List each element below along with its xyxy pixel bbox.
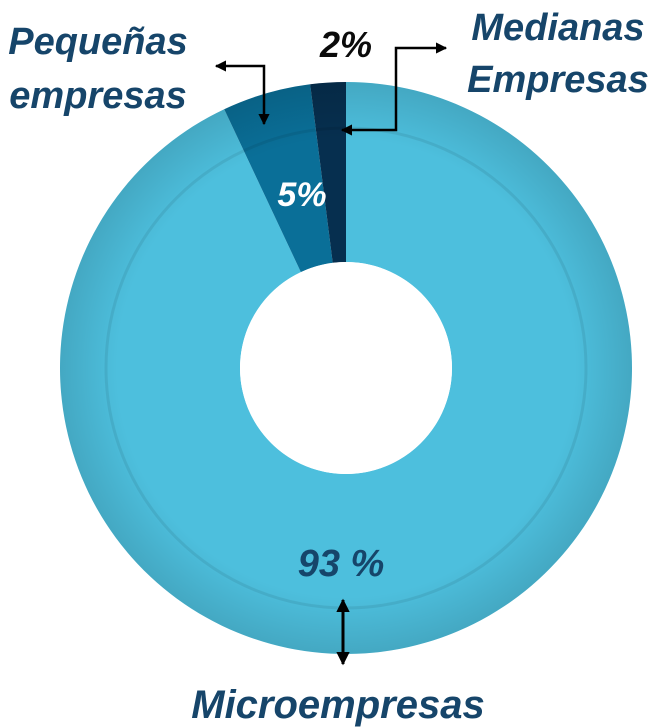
donut-hole	[240, 262, 452, 474]
arrow-medianas	[340, 42, 448, 136]
label-micro-value: 93 %	[298, 543, 385, 585]
label-medianas-line2: Empresas	[467, 59, 649, 101]
label-medianas-line1: Medianas	[471, 7, 644, 49]
label-pequenas-line2: empresas	[9, 75, 186, 117]
label-pequenas-line1: Pequeñas	[8, 21, 188, 63]
label-medianas-value: 2%	[319, 24, 372, 65]
label-pequenas-value: 5%	[277, 176, 326, 214]
label-micro: Microempresas	[191, 683, 484, 727]
arrow-pequenas	[214, 60, 270, 126]
